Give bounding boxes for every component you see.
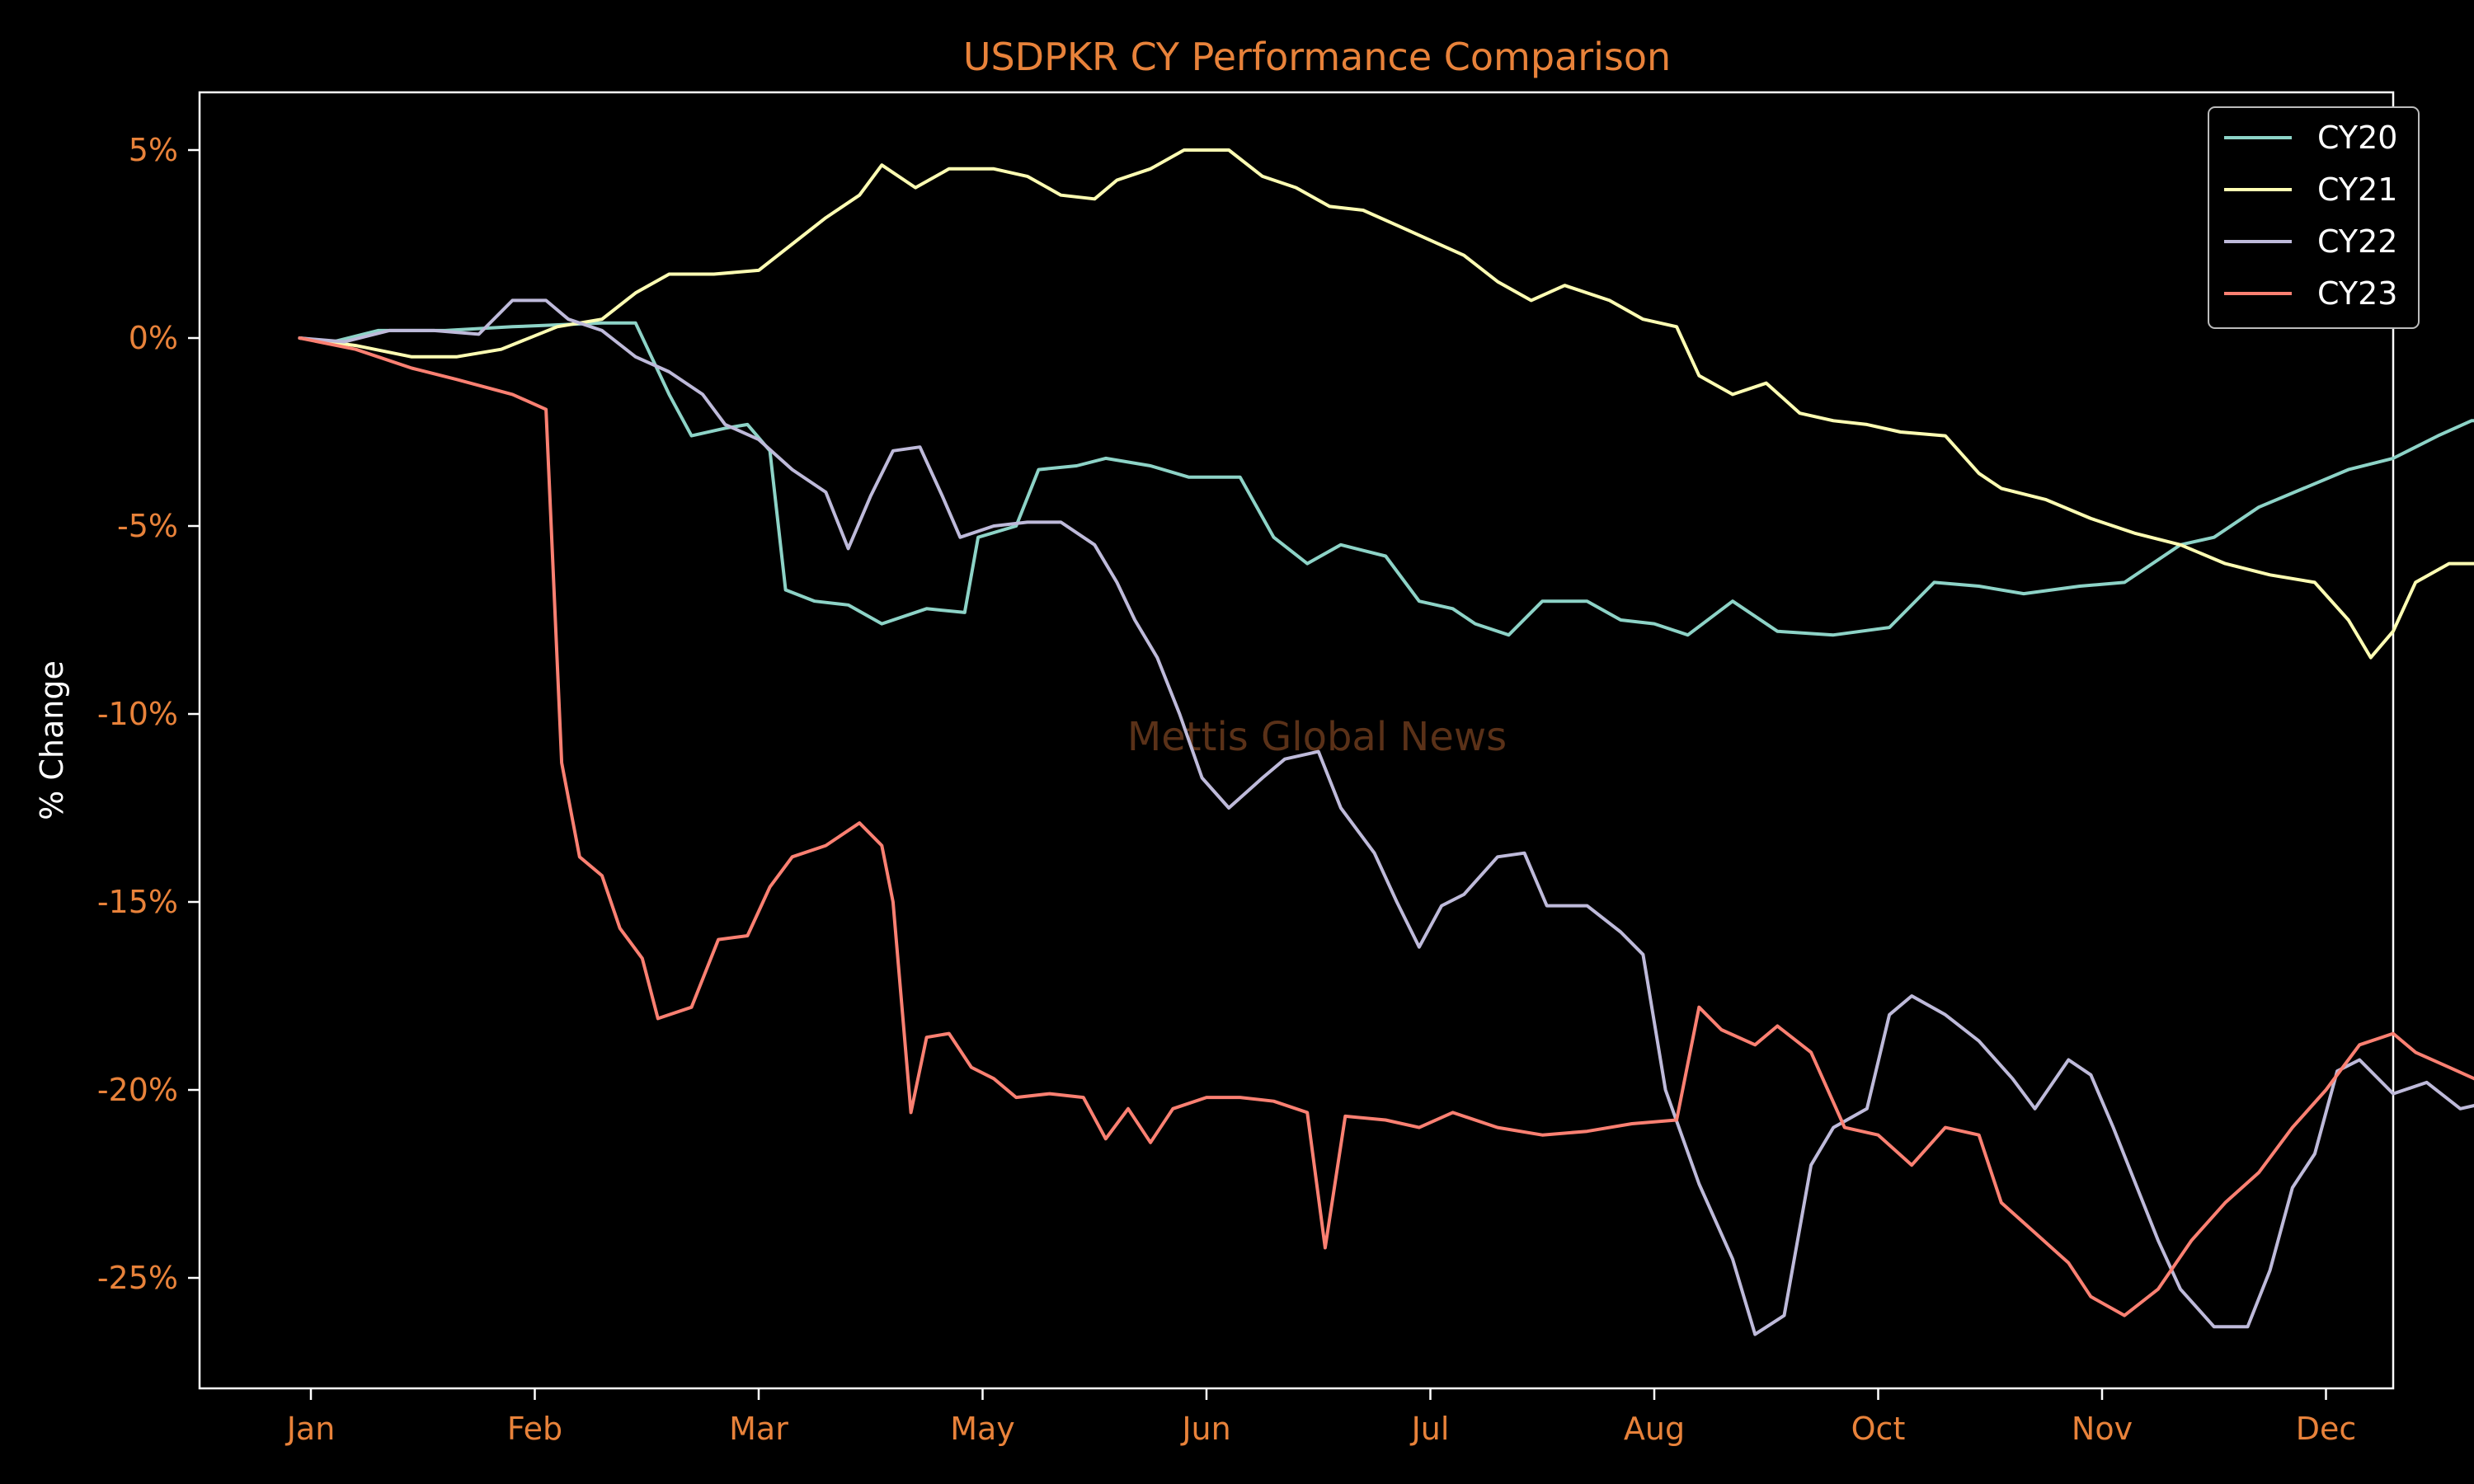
legend-label-cy23: CY23: [2317, 275, 2397, 312]
plot-area-frame: [198, 91, 2395, 1390]
x-tick-label: Oct: [1851, 1411, 1906, 1447]
y-tick-label: -20%: [97, 1072, 178, 1108]
legend-label-cy22: CY22: [2317, 223, 2397, 260]
x-axis-ticks: Jan Feb Mar May Jun Jul Aug Oct Nov Dec: [285, 1388, 2357, 1447]
x-tick-label: May: [950, 1411, 1015, 1447]
legend-label-cy20: CY20: [2317, 120, 2397, 156]
x-tick-label: Jun: [1180, 1411, 1230, 1447]
x-tick-label: Jan: [285, 1411, 336, 1447]
series-line-cy22: [298, 298, 2474, 1336]
y-tick-label: -25%: [97, 1260, 178, 1296]
series-line-cy20: [298, 321, 2474, 637]
legend: CY20 CY21 CY22 CY23: [2208, 106, 2420, 329]
series-line-cy23: [298, 336, 2474, 1317]
x-tick-label: Jul: [1410, 1411, 1450, 1447]
legend-label-cy21: CY21: [2317, 171, 2397, 208]
y-tick-label: -15%: [97, 884, 178, 920]
legend-box: [2208, 106, 2420, 329]
y-axis-label: % Change: [34, 660, 70, 820]
y-tick-label: 5%: [129, 132, 178, 168]
x-tick-label: Aug: [1624, 1411, 1685, 1447]
x-tick-label: Nov: [2072, 1411, 2133, 1447]
chart-title: USDPKR CY Performance Comparison: [963, 35, 1671, 79]
y-axis-ticks: 5% 0% -5% -10% -15% -20% -25%: [97, 132, 200, 1296]
x-tick-label: Mar: [729, 1411, 788, 1447]
x-tick-label: Dec: [2296, 1411, 2357, 1447]
series-line-cy21: [298, 148, 2474, 660]
series-layer: [298, 148, 2474, 1336]
y-tick-label: 0%: [129, 320, 178, 356]
y-tick-label: -10%: [97, 696, 178, 732]
x-tick-label: Feb: [507, 1411, 562, 1447]
y-tick-label: -5%: [117, 508, 178, 544]
